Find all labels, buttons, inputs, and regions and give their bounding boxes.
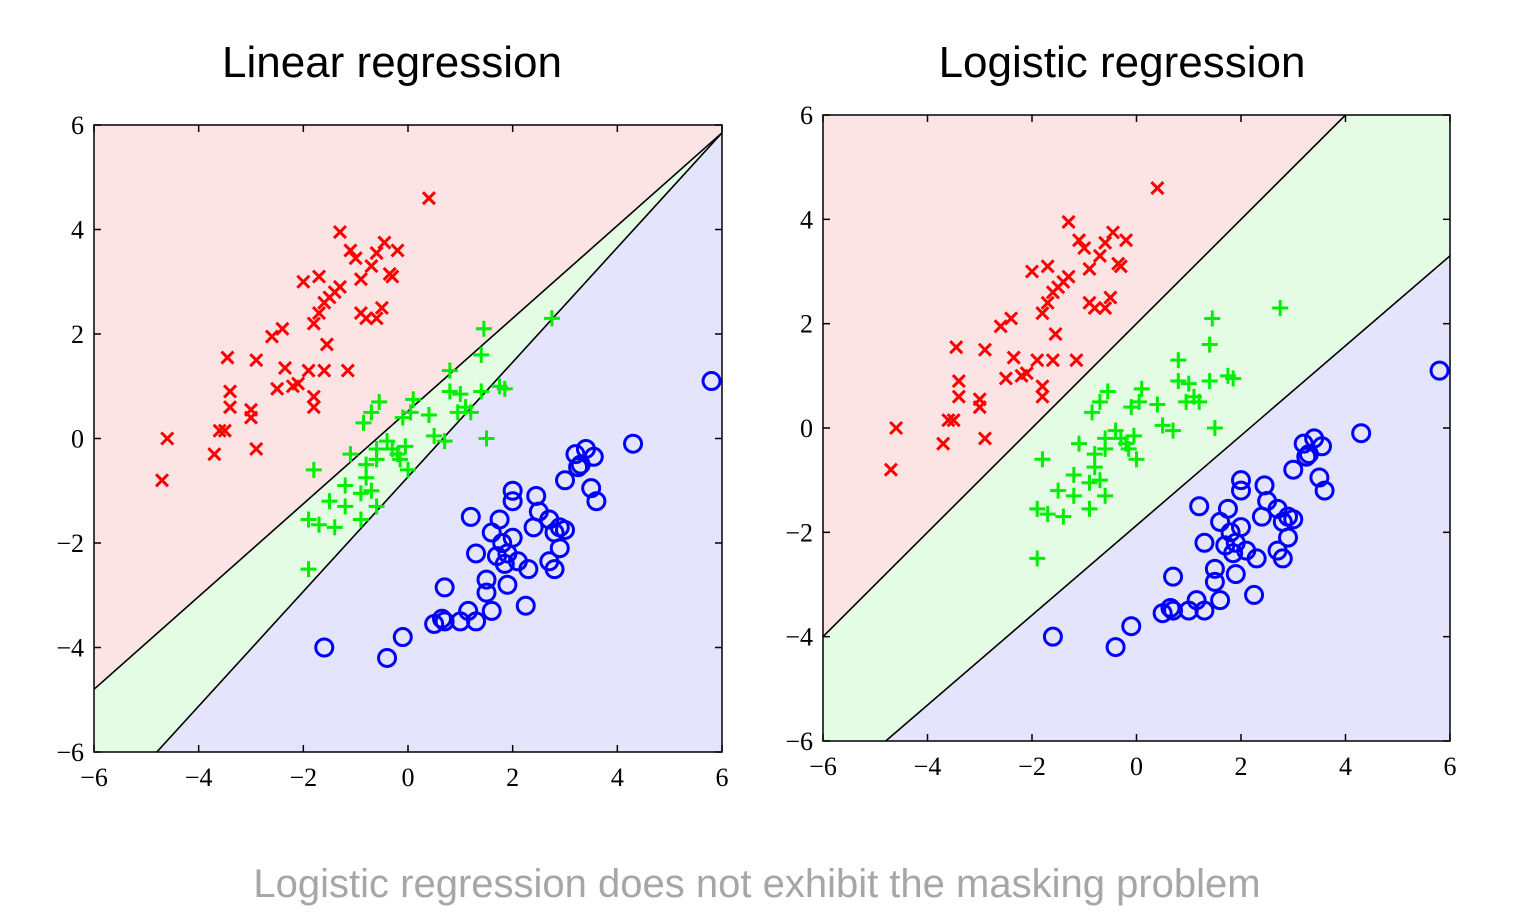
chart-1: −6 −4 −2 0 2 4 6 −6 −4 −2 0 2 4 6 (56, 111, 728, 792)
y-tick-label: −2 (56, 529, 84, 558)
y-tick-label: 4 (71, 216, 84, 245)
x-tick-label: 6 (716, 763, 729, 792)
x-tick-label: 0 (402, 763, 415, 792)
x-tick-label: −6 (80, 763, 108, 792)
slide-caption: Logistic regression does not exhibit the… (0, 862, 1514, 907)
x-tick-label: 2 (506, 763, 519, 792)
y-tick-label: −4 (56, 634, 84, 663)
x-tick-label: −4 (185, 763, 213, 792)
y-tick-label: −6 (56, 738, 84, 767)
x-tick-label: 4 (611, 763, 624, 792)
y-tick-label: 2 (71, 320, 84, 349)
x-tick-label: −2 (289, 763, 317, 792)
y-tick-label: 0 (71, 425, 84, 454)
y-tick-label: 6 (71, 111, 84, 140)
